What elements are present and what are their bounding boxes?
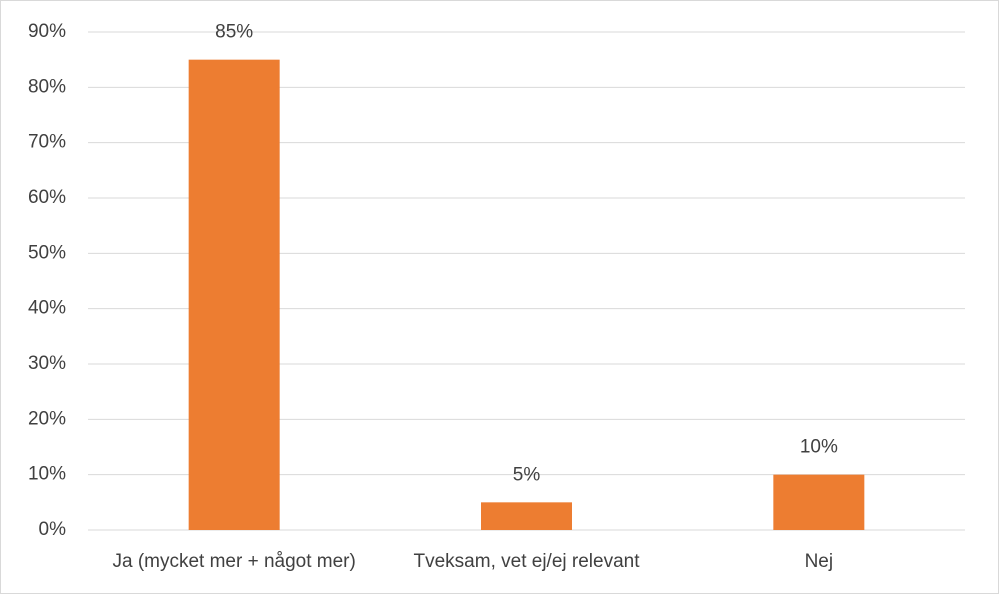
data-label: 85% xyxy=(215,22,253,43)
data-label: 10% xyxy=(800,437,838,458)
y-tick-label: 50% xyxy=(28,242,66,263)
y-tick-label: 30% xyxy=(28,353,66,374)
y-tick-label: 20% xyxy=(28,408,66,429)
x-tick-label: Ja (mycket mer + något mer) xyxy=(112,551,355,572)
x-tick-label: Tveksam, vet ej/ej relevant xyxy=(414,551,641,572)
y-tick-label: 80% xyxy=(28,76,66,97)
data-label: 5% xyxy=(513,464,541,485)
y-tick-label: 0% xyxy=(39,519,67,540)
y-tick-label: 70% xyxy=(28,132,66,153)
bar xyxy=(481,502,572,530)
y-tick-label: 10% xyxy=(28,464,66,485)
x-tick-label: Nej xyxy=(805,551,834,572)
bar xyxy=(773,474,865,530)
bar xyxy=(188,59,280,531)
y-tick-label: 40% xyxy=(28,298,66,319)
y-tick-label: 60% xyxy=(28,187,66,208)
y-tick-label: 90% xyxy=(28,21,66,42)
